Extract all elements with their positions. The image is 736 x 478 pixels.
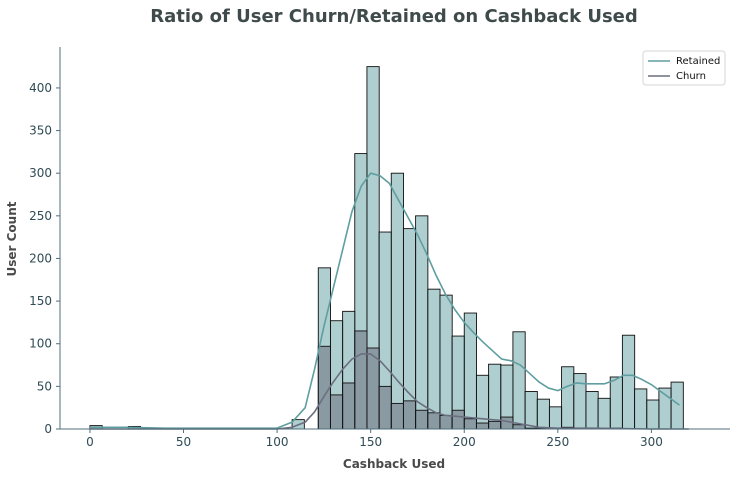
retained-bar-12 xyxy=(427,288,441,430)
retained-bar-23 xyxy=(561,366,575,430)
x-tick-label-2: 100 xyxy=(266,435,289,449)
retained-bar-27 xyxy=(609,376,623,430)
x-tick-label-6: 300 xyxy=(640,435,663,449)
churn-bar-16 xyxy=(512,424,526,430)
churn-bar-5 xyxy=(378,385,392,430)
retained-bar-21 xyxy=(536,398,550,430)
retained-bar-26 xyxy=(597,397,611,430)
retained-bar-32 xyxy=(670,381,684,430)
x-tick-label-5: 250 xyxy=(546,435,569,449)
retained-bar-28 xyxy=(621,334,636,430)
legend-churn-label: Churn xyxy=(676,71,706,82)
retained-bars-group xyxy=(89,66,684,430)
retained-bar-29 xyxy=(634,388,648,430)
retained-bar-24 xyxy=(573,373,587,430)
legend-retained-label: Retained xyxy=(676,56,720,67)
retained-bar-30 xyxy=(646,399,660,430)
retained-kde-line xyxy=(89,172,680,429)
y-tick-label-6: 300 xyxy=(29,166,52,180)
legend: Retained Churn xyxy=(642,50,726,86)
chart-title: Ratio of User Churn/Retained on Cashback… xyxy=(150,6,638,27)
churn-bar-6 xyxy=(390,402,404,430)
churn-bar-14 xyxy=(488,420,502,430)
y-tick-label-2: 100 xyxy=(29,337,52,351)
axes-group xyxy=(59,47,730,430)
churn-bar-11 xyxy=(451,409,465,430)
x-ticks-group: 0 50 100 150 200 250 300 xyxy=(86,429,663,449)
churn-bar-12 xyxy=(463,418,477,430)
y-axis-label: User Count xyxy=(5,201,19,276)
kde-lines-group xyxy=(89,172,689,430)
x-tick-label-4: 200 xyxy=(453,435,476,449)
y-tick-label-0: 0 xyxy=(44,422,52,436)
churn-bar-0 xyxy=(317,345,331,430)
retained-bar-19 xyxy=(512,331,526,430)
y-tick-label-8: 400 xyxy=(29,81,52,95)
y-tick-label-7: 350 xyxy=(29,124,52,138)
churn-bar-13 xyxy=(475,422,490,430)
churn-bar-3 xyxy=(354,330,368,430)
churn-bar-7 xyxy=(402,400,417,430)
churn-bar-4 xyxy=(366,347,380,430)
churn-kde-line xyxy=(89,353,689,430)
retained-bar-20 xyxy=(524,391,538,430)
y-tick-label-1: 50 xyxy=(37,379,52,393)
retained-bar-13 xyxy=(439,294,453,430)
churn-bar-1 xyxy=(329,394,344,430)
x-tick-label-1: 50 xyxy=(176,435,191,449)
y-tick-label-4: 200 xyxy=(29,251,52,265)
y-ticks-group: 0 50 100 150 200 250 300 350 400 xyxy=(29,81,60,436)
churn-bar-8 xyxy=(415,409,429,430)
x-axis-label: Cashback Used xyxy=(343,457,445,471)
x-tick-label-0: 0 xyxy=(86,435,94,449)
churn-bar-2 xyxy=(342,382,356,430)
y-tick-label-3: 150 xyxy=(29,294,52,308)
retained-bar-16 xyxy=(475,374,490,430)
churn-bar-9 xyxy=(427,412,441,430)
retained-bar-11 xyxy=(415,215,429,430)
y-tick-label-5: 250 xyxy=(29,209,52,223)
churn-bar-15 xyxy=(500,416,514,430)
retained-bar-25 xyxy=(585,391,599,430)
retained-bar-15 xyxy=(463,312,477,430)
x-tick-label-3: 150 xyxy=(359,435,382,449)
churn-bar-10 xyxy=(439,414,453,430)
retained-bar-9 xyxy=(390,172,404,430)
retained-bar-22 xyxy=(548,406,563,430)
